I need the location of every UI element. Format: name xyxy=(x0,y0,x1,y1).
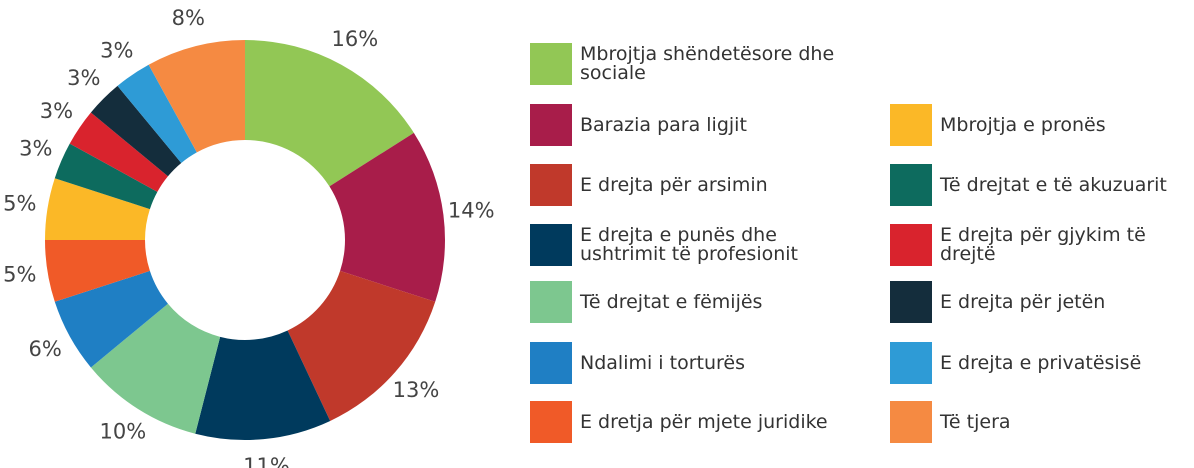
legend-swatch xyxy=(530,43,572,85)
legend-entry: E drejta për jetën xyxy=(890,281,1190,323)
slice xyxy=(45,178,150,240)
legend-entry: E drejta për arsimin xyxy=(530,164,835,206)
legend-label: Barazia para ligjit xyxy=(580,113,747,136)
data-label: 3% xyxy=(19,136,52,160)
legend-swatch xyxy=(890,224,932,266)
legend-entry: Të tjera xyxy=(890,401,1190,443)
slice xyxy=(329,132,445,302)
legend-swatch xyxy=(530,164,572,206)
legend-label: Ndalimi i torturës xyxy=(580,351,745,374)
slice xyxy=(195,330,331,440)
slice xyxy=(287,270,436,421)
legend-label: Mbrojtja shëndetësore dhe sociale xyxy=(580,43,835,84)
data-label: 6% xyxy=(29,337,62,361)
legend-entry: Mbrojtja e pronës xyxy=(890,104,1190,146)
data-label: 10% xyxy=(99,420,146,444)
legend-swatch xyxy=(530,224,572,266)
legend-swatch xyxy=(890,281,932,323)
legend-entry: E drejta për gjykim të drejtë xyxy=(890,224,1150,266)
legend-label: E drejta e punës dhe ushtrimit të profes… xyxy=(580,224,799,265)
data-label: 11% xyxy=(243,454,290,468)
legend-entry: Të drejtat e fëmijës xyxy=(530,281,835,323)
data-label: 3% xyxy=(67,66,100,90)
slice xyxy=(117,64,197,163)
legend-label: Të drejtat e fëmijës xyxy=(580,290,763,313)
data-label: 16% xyxy=(331,27,378,51)
legend-entry: E drejta e punës dhe ushtrimit të profes… xyxy=(530,224,835,266)
legend-label: E dretja për mjete juridike xyxy=(580,410,828,433)
legend-swatch xyxy=(530,104,572,146)
legend-entry: Ndalimi i torturës xyxy=(530,342,835,384)
data-label: 3% xyxy=(40,99,73,123)
legend-label: E drejta për gjykim të drejtë xyxy=(940,224,1146,265)
legend-entry: Të drejtat e të akuzuarit xyxy=(890,164,1190,206)
slice xyxy=(54,270,168,368)
legend-swatch xyxy=(530,281,572,323)
slice xyxy=(90,303,221,434)
legend-label: Të tjera xyxy=(940,410,1011,433)
legend-entry: E dretja për mjete juridike xyxy=(530,401,835,443)
legend-entry: Mbrojtja shëndetësore dhe sociale xyxy=(530,43,835,85)
legend-label: E drejta për jetën xyxy=(940,290,1106,313)
legend-entry: Barazia para ligjit xyxy=(530,104,835,146)
legend-swatch xyxy=(890,342,932,384)
donut: 16%14%13%11%10%6%5%5%3%3%3%3%8% xyxy=(3,6,495,468)
legend-swatch xyxy=(890,104,932,146)
legend-swatch xyxy=(530,401,572,443)
slice xyxy=(245,40,414,187)
data-label: 5% xyxy=(3,263,36,287)
data-label: 3% xyxy=(100,38,133,62)
legend-swatch xyxy=(890,164,932,206)
legend-label: E drejta e privatësisë xyxy=(940,351,1142,374)
data-label: 14% xyxy=(448,198,495,222)
data-label: 13% xyxy=(393,378,440,402)
legend-label: E drejta për arsimin xyxy=(580,173,768,196)
slice xyxy=(54,143,158,210)
legend-entry: E drejta e privatësisë xyxy=(890,342,1190,384)
slice xyxy=(69,112,168,192)
legend-swatch xyxy=(890,401,932,443)
legend-swatch xyxy=(530,342,572,384)
legend-label: Të drejtat e të akuzuarit xyxy=(940,173,1167,196)
slice xyxy=(45,240,150,302)
data-label: 8% xyxy=(172,6,205,30)
slice xyxy=(90,85,182,177)
slice xyxy=(148,40,245,153)
data-label: 5% xyxy=(3,191,36,215)
legend-label: Mbrojtja e pronës xyxy=(940,113,1106,136)
